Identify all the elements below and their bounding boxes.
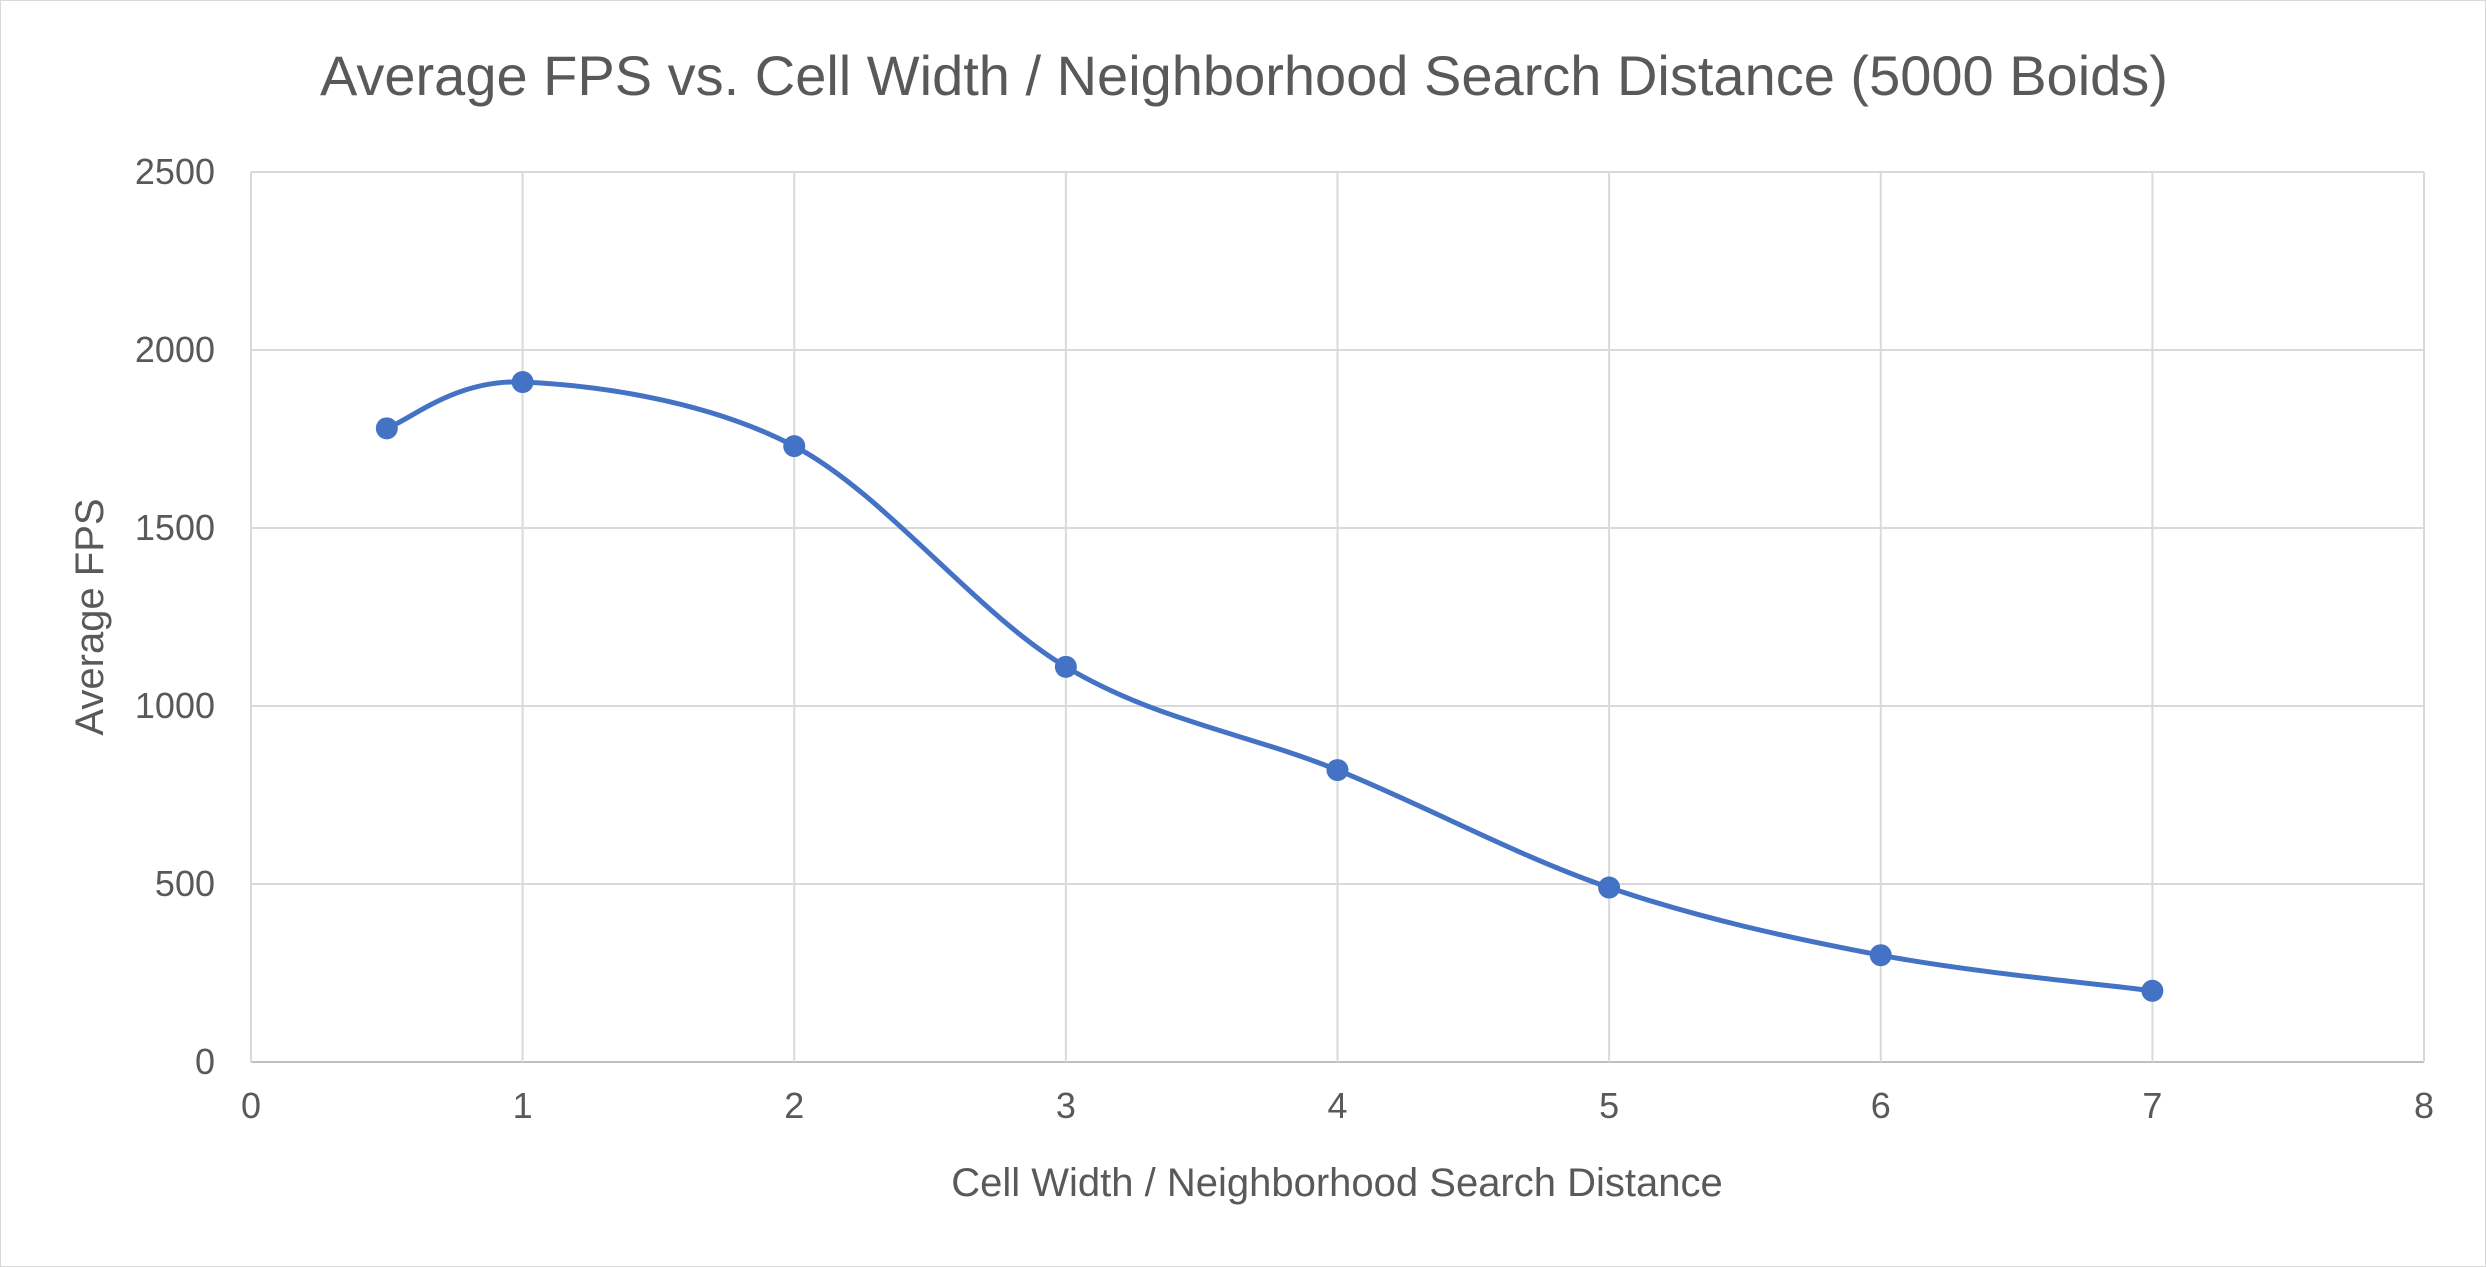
x-tick-label: 2 [784, 1085, 804, 1126]
data-point-marker [1598, 876, 1621, 899]
y-axis-title: Average FPS [68, 498, 112, 735]
x-tick-label: 8 [2414, 1085, 2434, 1126]
data-point-marker [511, 371, 534, 394]
y-axis-tick-labels: 0 500 1000 1500 2000 2500 [135, 151, 215, 1082]
y-tick-label: 1500 [135, 507, 215, 548]
x-tick-label: 3 [1056, 1085, 1076, 1126]
data-point-marker [1326, 759, 1349, 782]
y-tick-label: 2000 [135, 329, 215, 370]
x-axis-tick-labels: 0 1 2 3 4 5 6 7 8 [241, 1085, 2434, 1126]
series-layer [375, 371, 2164, 1002]
series-line [384, 379, 2155, 994]
data-point-marker [375, 417, 398, 440]
x-tick-label: 7 [2142, 1085, 2162, 1126]
x-tick-label: 0 [241, 1085, 261, 1126]
y-tick-label: 500 [155, 863, 215, 904]
x-axis-title: Cell Width / Neighborhood Search Distanc… [951, 1161, 1723, 1205]
y-tick-label: 0 [195, 1041, 215, 1082]
x-tick-label: 4 [1327, 1085, 1347, 1126]
x-tick-label: 1 [513, 1085, 533, 1126]
chart-title: Average FPS vs. Cell Width / Neighborhoo… [320, 44, 2168, 107]
x-tick-label: 6 [1871, 1085, 1891, 1126]
data-point-marker [783, 435, 806, 458]
x-tick-label: 5 [1599, 1085, 1619, 1126]
y-tick-label: 2500 [135, 151, 215, 192]
data-point-marker [1054, 655, 1077, 678]
data-point-marker [2141, 979, 2164, 1002]
gridlines [250, 171, 2425, 1063]
y-tick-label: 1000 [135, 685, 215, 726]
data-point-marker [1869, 944, 1892, 967]
